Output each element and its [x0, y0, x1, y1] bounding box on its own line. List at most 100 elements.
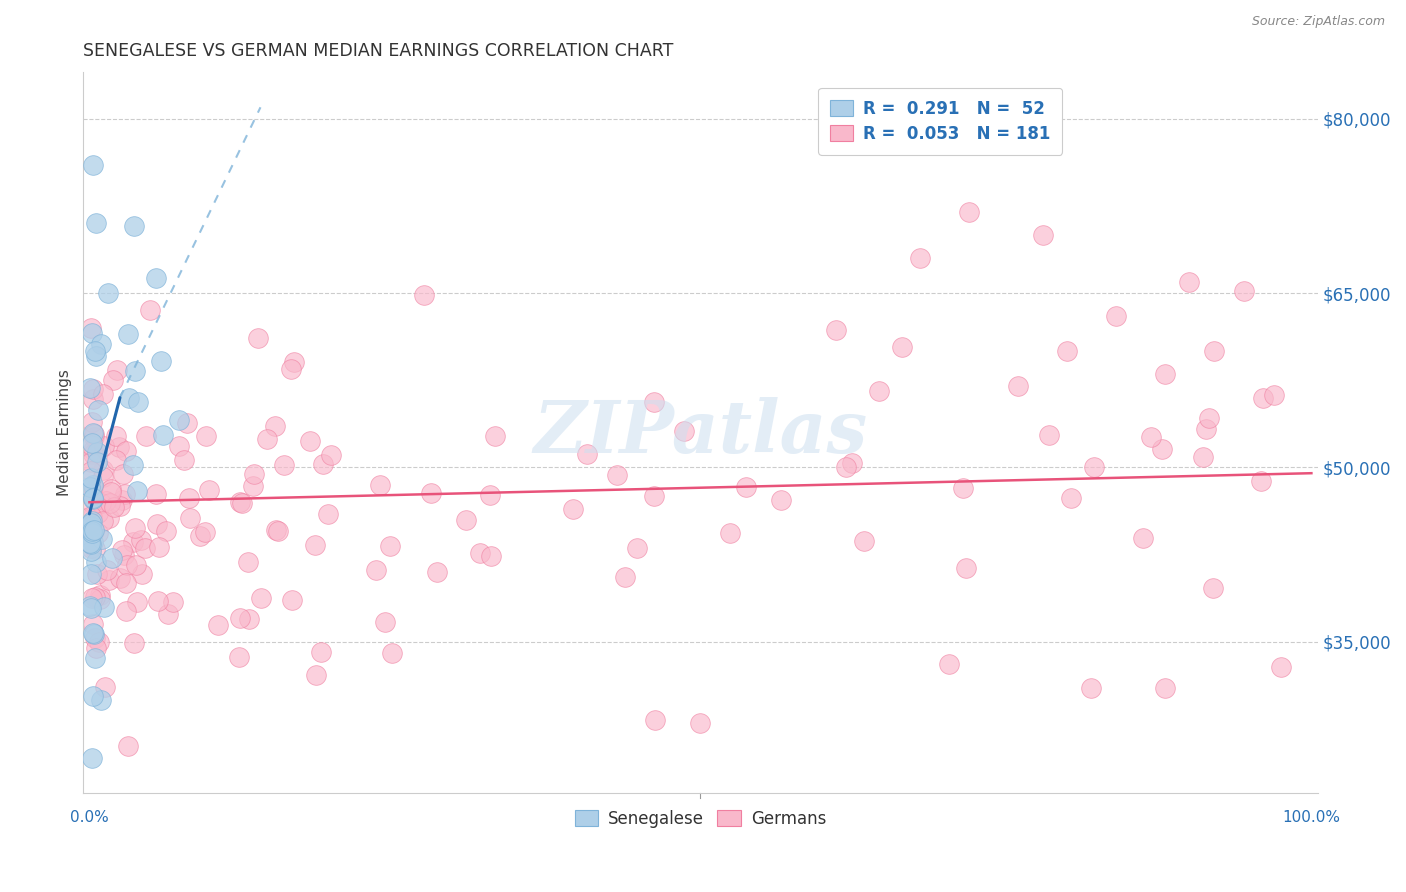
Point	[111, 467, 134, 481]
Point	[321, 448, 343, 462]
Point	[1083, 460, 1105, 475]
Point	[82, 492, 104, 507]
Point	[484, 429, 506, 443]
Point	[378, 539, 401, 553]
Point	[83, 343, 105, 358]
Y-axis label: Median Earnings: Median Earnings	[58, 369, 72, 496]
Point	[115, 576, 138, 591]
Legend: Senegalese, Germans: Senegalese, Germans	[568, 804, 832, 835]
Point	[312, 457, 335, 471]
Point	[148, 540, 170, 554]
Point	[83, 427, 105, 442]
Point	[426, 565, 449, 579]
Point	[562, 502, 585, 516]
Point	[79, 480, 101, 494]
Point	[82, 491, 104, 506]
Point	[835, 459, 858, 474]
Point	[89, 592, 111, 607]
Point	[79, 484, 101, 499]
Point	[152, 428, 174, 442]
Point	[89, 635, 111, 649]
Point	[118, 391, 141, 405]
Point	[957, 204, 980, 219]
Point	[283, 354, 305, 368]
Point	[84, 349, 107, 363]
Point	[80, 543, 103, 558]
Point	[82, 525, 104, 540]
Point	[79, 599, 101, 614]
Point	[115, 444, 138, 458]
Point	[145, 271, 167, 285]
Point	[80, 751, 103, 765]
Point	[938, 657, 960, 672]
Point	[231, 496, 253, 510]
Point	[86, 455, 108, 469]
Point	[114, 487, 136, 501]
Point	[79, 541, 101, 555]
Point	[157, 607, 180, 621]
Point	[1056, 344, 1078, 359]
Point	[146, 517, 169, 532]
Point	[236, 555, 259, 569]
Point	[127, 595, 149, 609]
Point	[952, 481, 974, 495]
Point	[108, 571, 131, 585]
Point	[111, 543, 134, 558]
Point	[135, 429, 157, 443]
Point	[374, 615, 396, 629]
Point	[86, 526, 108, 541]
Point	[86, 445, 108, 459]
Point	[112, 548, 135, 562]
Text: Source: ZipAtlas.com: Source: ZipAtlas.com	[1251, 15, 1385, 29]
Point	[82, 447, 104, 461]
Point	[1139, 430, 1161, 444]
Point	[1032, 228, 1054, 243]
Point	[104, 453, 127, 467]
Point	[82, 443, 104, 458]
Point	[368, 478, 391, 492]
Point	[117, 327, 139, 342]
Point	[79, 488, 101, 502]
Point	[93, 439, 115, 453]
Point	[79, 516, 101, 530]
Point	[82, 689, 104, 703]
Point	[82, 326, 104, 340]
Point	[83, 523, 105, 537]
Point	[82, 535, 104, 549]
Point	[207, 617, 229, 632]
Text: 100.0%: 100.0%	[1282, 810, 1340, 825]
Point	[82, 625, 104, 640]
Point	[79, 455, 101, 469]
Point	[643, 395, 665, 409]
Point	[79, 438, 101, 452]
Point	[93, 463, 115, 477]
Point	[479, 488, 502, 502]
Point	[179, 491, 201, 506]
Point	[105, 429, 128, 443]
Point	[243, 467, 266, 482]
Point	[84, 555, 107, 569]
Point	[84, 492, 107, 507]
Point	[101, 551, 124, 566]
Point	[890, 340, 912, 354]
Point	[79, 471, 101, 485]
Point	[79, 520, 101, 534]
Point	[97, 285, 120, 300]
Point	[311, 645, 333, 659]
Point	[91, 469, 114, 483]
Text: 0.0%: 0.0%	[70, 810, 108, 825]
Point	[82, 426, 104, 441]
Point	[83, 626, 105, 640]
Point	[267, 524, 290, 538]
Point	[115, 558, 138, 572]
Point	[1105, 310, 1128, 324]
Point	[122, 219, 145, 234]
Point	[1195, 422, 1218, 436]
Point	[90, 692, 112, 706]
Point	[115, 604, 138, 618]
Point	[263, 419, 285, 434]
Point	[129, 533, 152, 548]
Point	[79, 321, 101, 335]
Point	[89, 588, 111, 602]
Point	[107, 441, 129, 455]
